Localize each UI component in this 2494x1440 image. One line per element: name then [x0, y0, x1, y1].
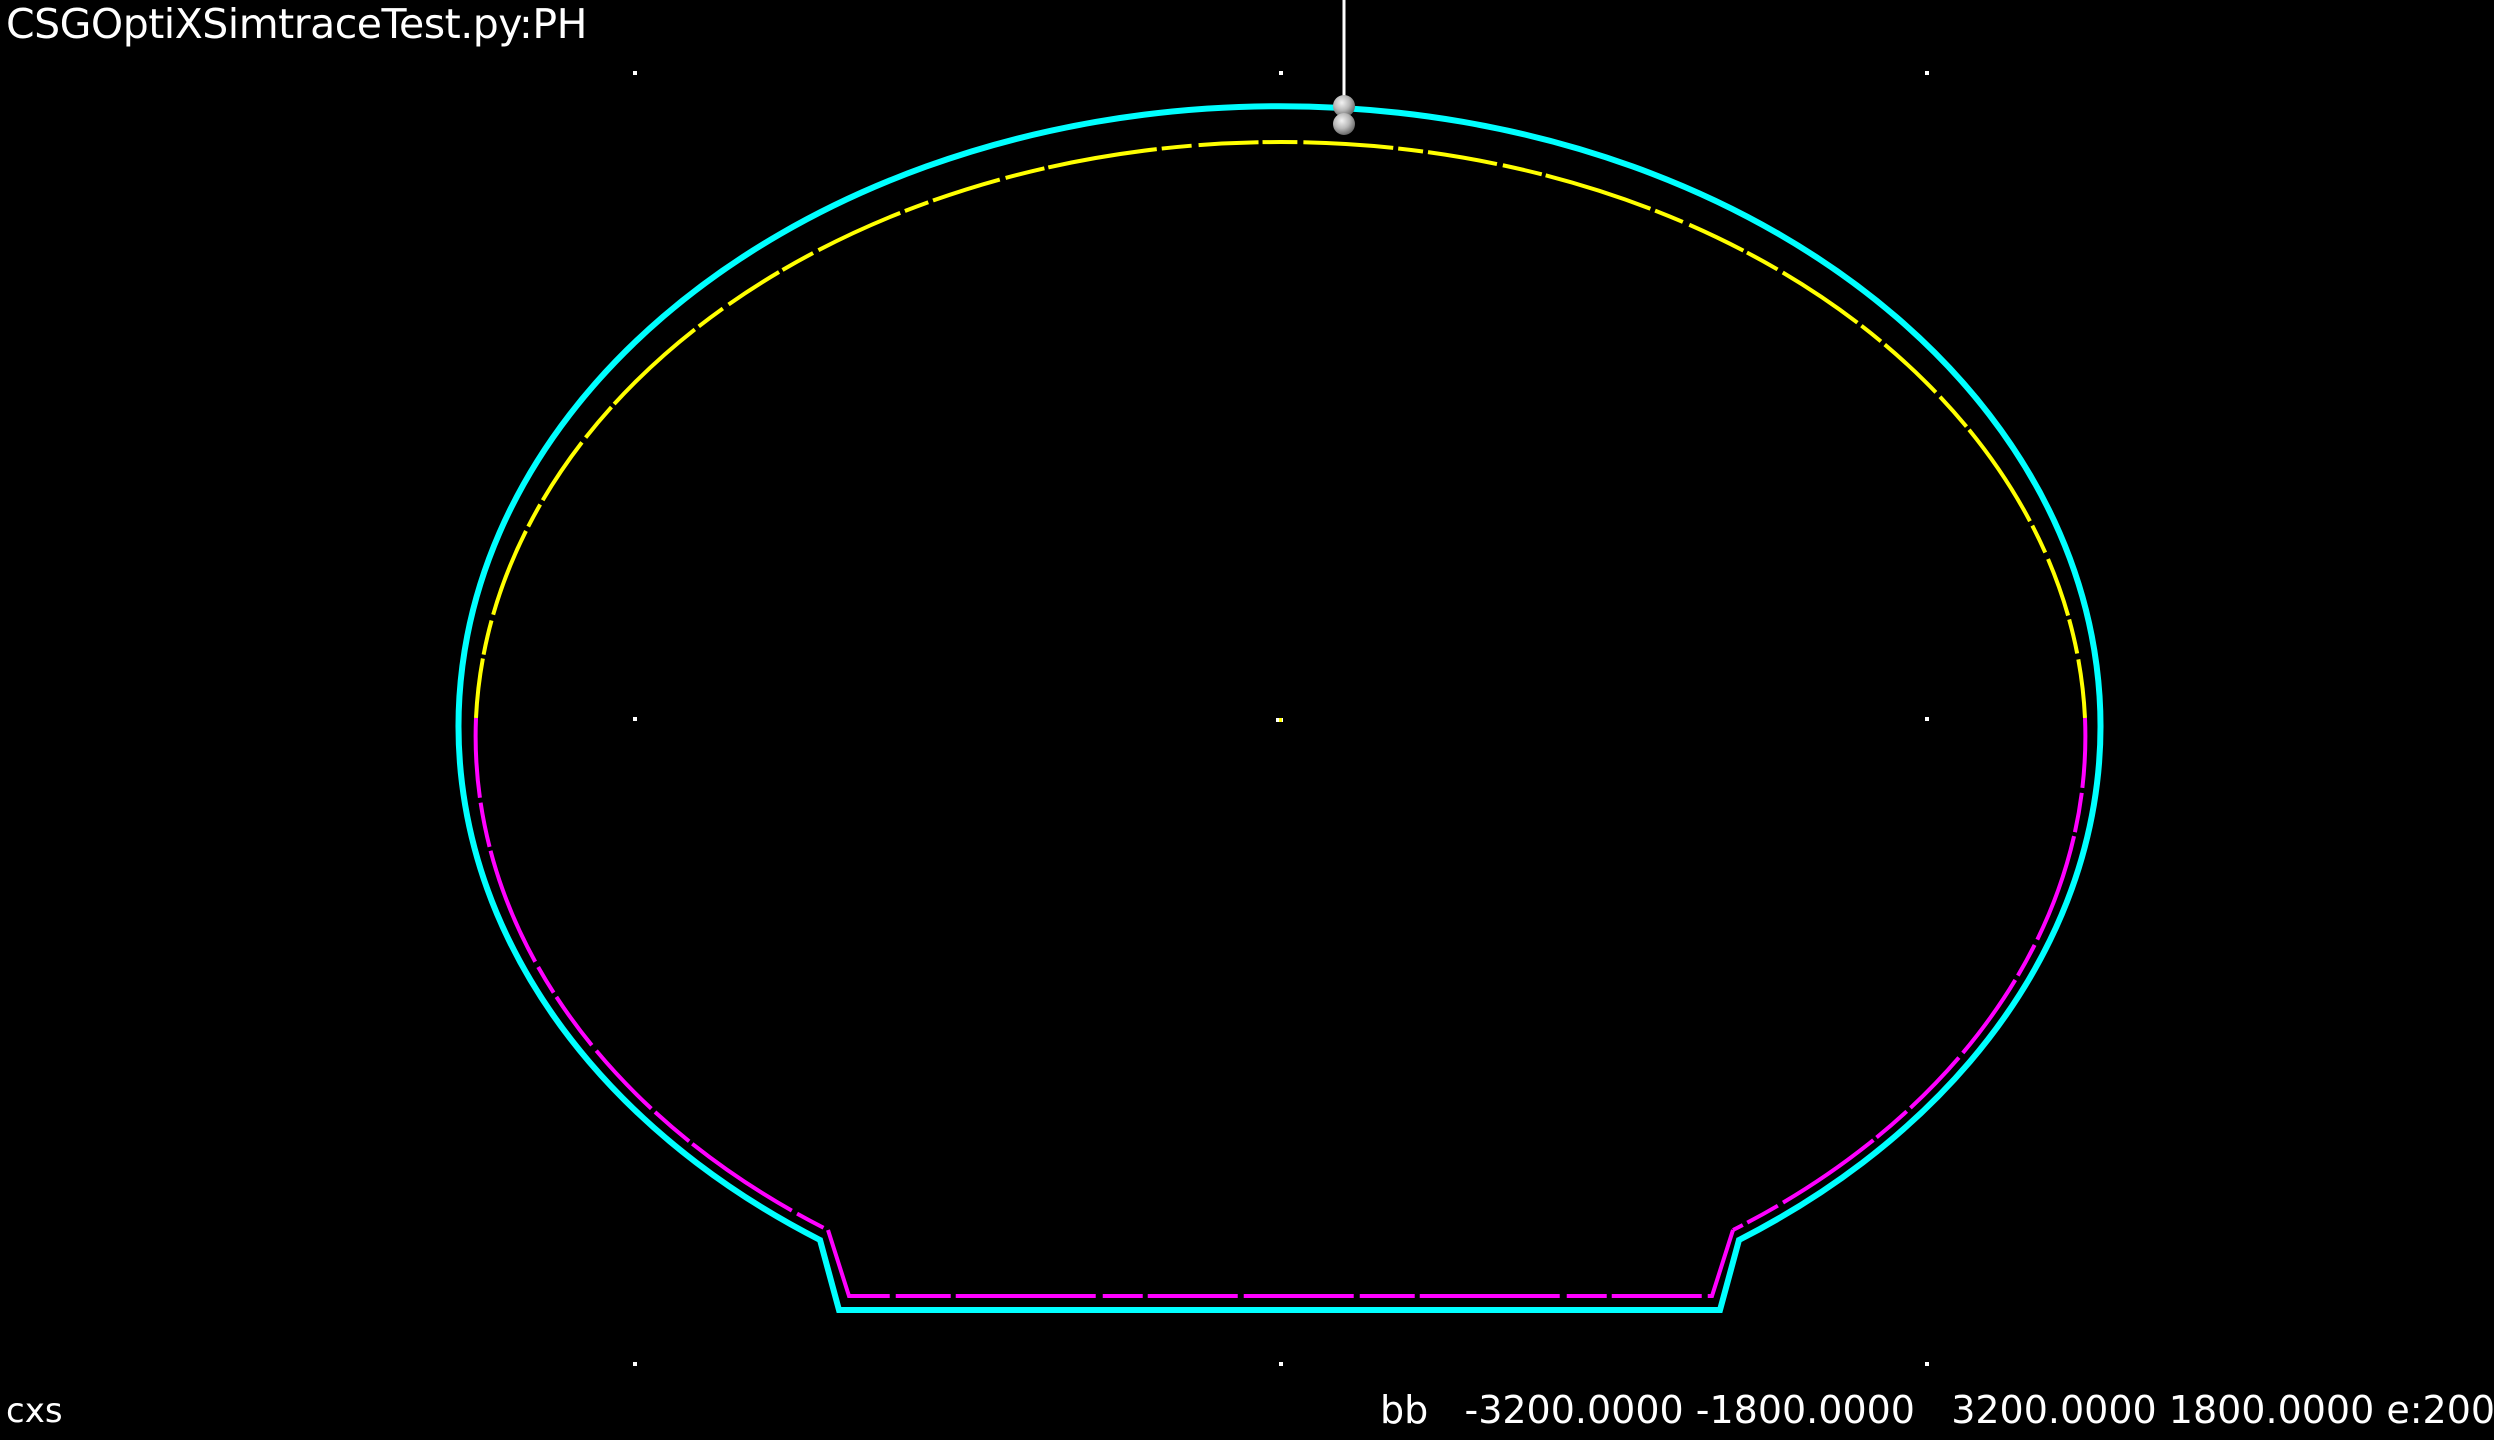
lower-intersect-left: [473, 717, 829, 1232]
grid-marker: [1925, 71, 1929, 75]
grid-marker: [1925, 1362, 1929, 1366]
upper-intersect-arc: [474, 140, 2087, 719]
grid-marker: [1925, 717, 1929, 721]
scene-label: cxs: [6, 1391, 63, 1431]
grid-marker: [633, 717, 637, 721]
bounding-box-readout: bb -3200.0000 -1800.0000 3200.0000 1800.…: [1380, 1390, 2494, 1430]
sphere-probe-icon[interactable]: [1333, 0, 1355, 135]
grid-marker: [633, 71, 637, 75]
grid-marker: [1279, 1362, 1283, 1366]
grid-markers: [633, 71, 1929, 1366]
window-title: CSGOptiXSimtraceTest.py:PH: [6, 0, 587, 48]
grid-marker: [633, 1362, 637, 1366]
outer-boundary: [455, 103, 2104, 1313]
lower-intersect-right: [1732, 717, 2088, 1232]
grid-marker: [1279, 71, 1283, 75]
lower-intersect-base: [826, 1229, 1735, 1298]
